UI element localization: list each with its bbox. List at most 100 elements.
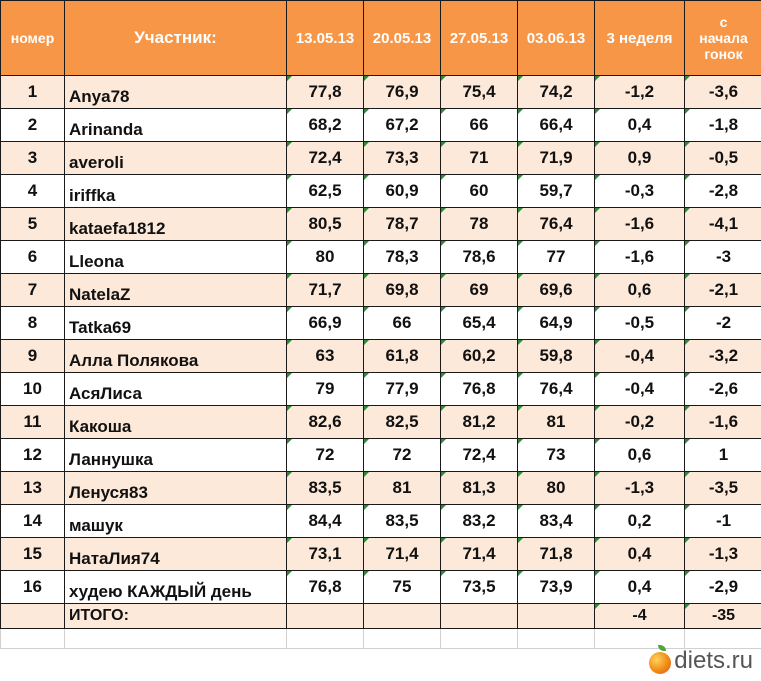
cell-num[interactable]: 12	[0, 438, 65, 472]
cell-week[interactable]: -1,6	[594, 240, 685, 274]
cell-date-4[interactable]: 71,8	[517, 537, 595, 571]
cell-date-2[interactable]: 78,3	[363, 240, 441, 274]
cell-date-1[interactable]: 72,4	[286, 141, 364, 175]
cell-date-4[interactable]: 64,9	[517, 306, 595, 340]
cell-week[interactable]: -0,3	[594, 174, 685, 208]
cell-date-3[interactable]: 71	[440, 141, 518, 175]
cell-date-2[interactable]: 69,8	[363, 273, 441, 307]
cell-week[interactable]: 0,6	[594, 438, 685, 472]
cell-num[interactable]: 13	[0, 471, 65, 505]
cell-date-4[interactable]: 71,9	[517, 141, 595, 175]
cell-date-4[interactable]: 83,4	[517, 504, 595, 538]
empty-cell[interactable]	[594, 628, 685, 649]
cell-date-4[interactable]: 77	[517, 240, 595, 274]
cell-date-4[interactable]: 59,7	[517, 174, 595, 208]
cell-name[interactable]: averoli	[64, 141, 287, 175]
cell-date-1[interactable]: 62,5	[286, 174, 364, 208]
total-cell-date-4[interactable]	[517, 603, 595, 629]
cell-date-1[interactable]: 68,2	[286, 108, 364, 142]
cell-date-4[interactable]: 80	[517, 471, 595, 505]
cell-since[interactable]: -3,5	[684, 471, 761, 505]
cell-date-3[interactable]: 78,6	[440, 240, 518, 274]
cell-name[interactable]: худею КАЖДЫЙ день	[64, 570, 287, 604]
cell-since[interactable]: -2,1	[684, 273, 761, 307]
cell-name[interactable]: Ленуся83	[64, 471, 287, 505]
cell-date-1[interactable]: 77,8	[286, 75, 364, 109]
cell-date-1[interactable]: 80	[286, 240, 364, 274]
header-date-4[interactable]: 03.06.13	[517, 0, 595, 76]
total-cell-date-1[interactable]	[286, 603, 364, 629]
cell-num[interactable]: 5	[0, 207, 65, 241]
cell-week[interactable]: -0,4	[594, 339, 685, 373]
cell-week[interactable]: 0,4	[594, 108, 685, 142]
cell-num[interactable]: 10	[0, 372, 65, 406]
total-cell-num[interactable]	[0, 603, 65, 629]
cell-date-3[interactable]: 81,3	[440, 471, 518, 505]
cell-date-1[interactable]: 63	[286, 339, 364, 373]
cell-date-1[interactable]: 73,1	[286, 537, 364, 571]
empty-cell[interactable]	[517, 628, 595, 649]
cell-week[interactable]: -1,3	[594, 471, 685, 505]
cell-date-4[interactable]: 73	[517, 438, 595, 472]
cell-date-3[interactable]: 69	[440, 273, 518, 307]
cell-name[interactable]: НатаЛия74	[64, 537, 287, 571]
cell-since[interactable]: 1	[684, 438, 761, 472]
total-week[interactable]: -4	[594, 603, 685, 629]
cell-num[interactable]: 15	[0, 537, 65, 571]
empty-cell[interactable]	[286, 628, 364, 649]
cell-date-1[interactable]: 72	[286, 438, 364, 472]
cell-week[interactable]: 0,6	[594, 273, 685, 307]
cell-date-1[interactable]: 80,5	[286, 207, 364, 241]
cell-name[interactable]: kataefa1812	[64, 207, 287, 241]
cell-date-2[interactable]: 75	[363, 570, 441, 604]
cell-since[interactable]: -0,5	[684, 141, 761, 175]
cell-date-4[interactable]: 76,4	[517, 207, 595, 241]
cell-since[interactable]: -3,6	[684, 75, 761, 109]
cell-date-4[interactable]: 73,9	[517, 570, 595, 604]
cell-name[interactable]: Какоша	[64, 405, 287, 439]
cell-name[interactable]: Tatka69	[64, 306, 287, 340]
cell-num[interactable]: 11	[0, 405, 65, 439]
cell-name[interactable]: Ланнушка	[64, 438, 287, 472]
cell-since[interactable]: -3	[684, 240, 761, 274]
cell-date-2[interactable]: 76,9	[363, 75, 441, 109]
total-since[interactable]: -35	[684, 603, 761, 629]
cell-name[interactable]: Lleona	[64, 240, 287, 274]
cell-name[interactable]: Алла Полякова	[64, 339, 287, 373]
cell-week[interactable]: -0,4	[594, 372, 685, 406]
cell-num[interactable]: 6	[0, 240, 65, 274]
cell-date-3[interactable]: 72,4	[440, 438, 518, 472]
cell-num[interactable]: 8	[0, 306, 65, 340]
cell-week[interactable]: -0,5	[594, 306, 685, 340]
cell-name[interactable]: Arinanda	[64, 108, 287, 142]
cell-since[interactable]: -3,2	[684, 339, 761, 373]
cell-date-2[interactable]: 78,7	[363, 207, 441, 241]
cell-since[interactable]: -2,9	[684, 570, 761, 604]
cell-date-3[interactable]: 60	[440, 174, 518, 208]
cell-date-3[interactable]: 65,4	[440, 306, 518, 340]
cell-date-4[interactable]: 66,4	[517, 108, 595, 142]
cell-date-3[interactable]: 71,4	[440, 537, 518, 571]
cell-num[interactable]: 7	[0, 273, 65, 307]
cell-date-2[interactable]: 83,5	[363, 504, 441, 538]
cell-date-3[interactable]: 81,2	[440, 405, 518, 439]
cell-since[interactable]: -1	[684, 504, 761, 538]
cell-date-3[interactable]: 78	[440, 207, 518, 241]
diets-logo[interactable]: diets.ru	[649, 645, 753, 675]
cell-date-2[interactable]: 73,3	[363, 141, 441, 175]
cell-date-3[interactable]: 75,4	[440, 75, 518, 109]
header-participant[interactable]: Участник:	[64, 0, 287, 76]
cell-date-1[interactable]: 83,5	[286, 471, 364, 505]
total-label[interactable]: ИТОГО:	[64, 603, 287, 629]
cell-date-4[interactable]: 69,6	[517, 273, 595, 307]
cell-num[interactable]: 4	[0, 174, 65, 208]
cell-since[interactable]: -2,6	[684, 372, 761, 406]
empty-cell[interactable]	[0, 628, 65, 649]
cell-since[interactable]: -1,3	[684, 537, 761, 571]
cell-num[interactable]: 2	[0, 108, 65, 142]
cell-num[interactable]: 14	[0, 504, 65, 538]
cell-date-1[interactable]: 76,8	[286, 570, 364, 604]
cell-date-4[interactable]: 81	[517, 405, 595, 439]
cell-date-2[interactable]: 81	[363, 471, 441, 505]
cell-week[interactable]: 0,4	[594, 537, 685, 571]
